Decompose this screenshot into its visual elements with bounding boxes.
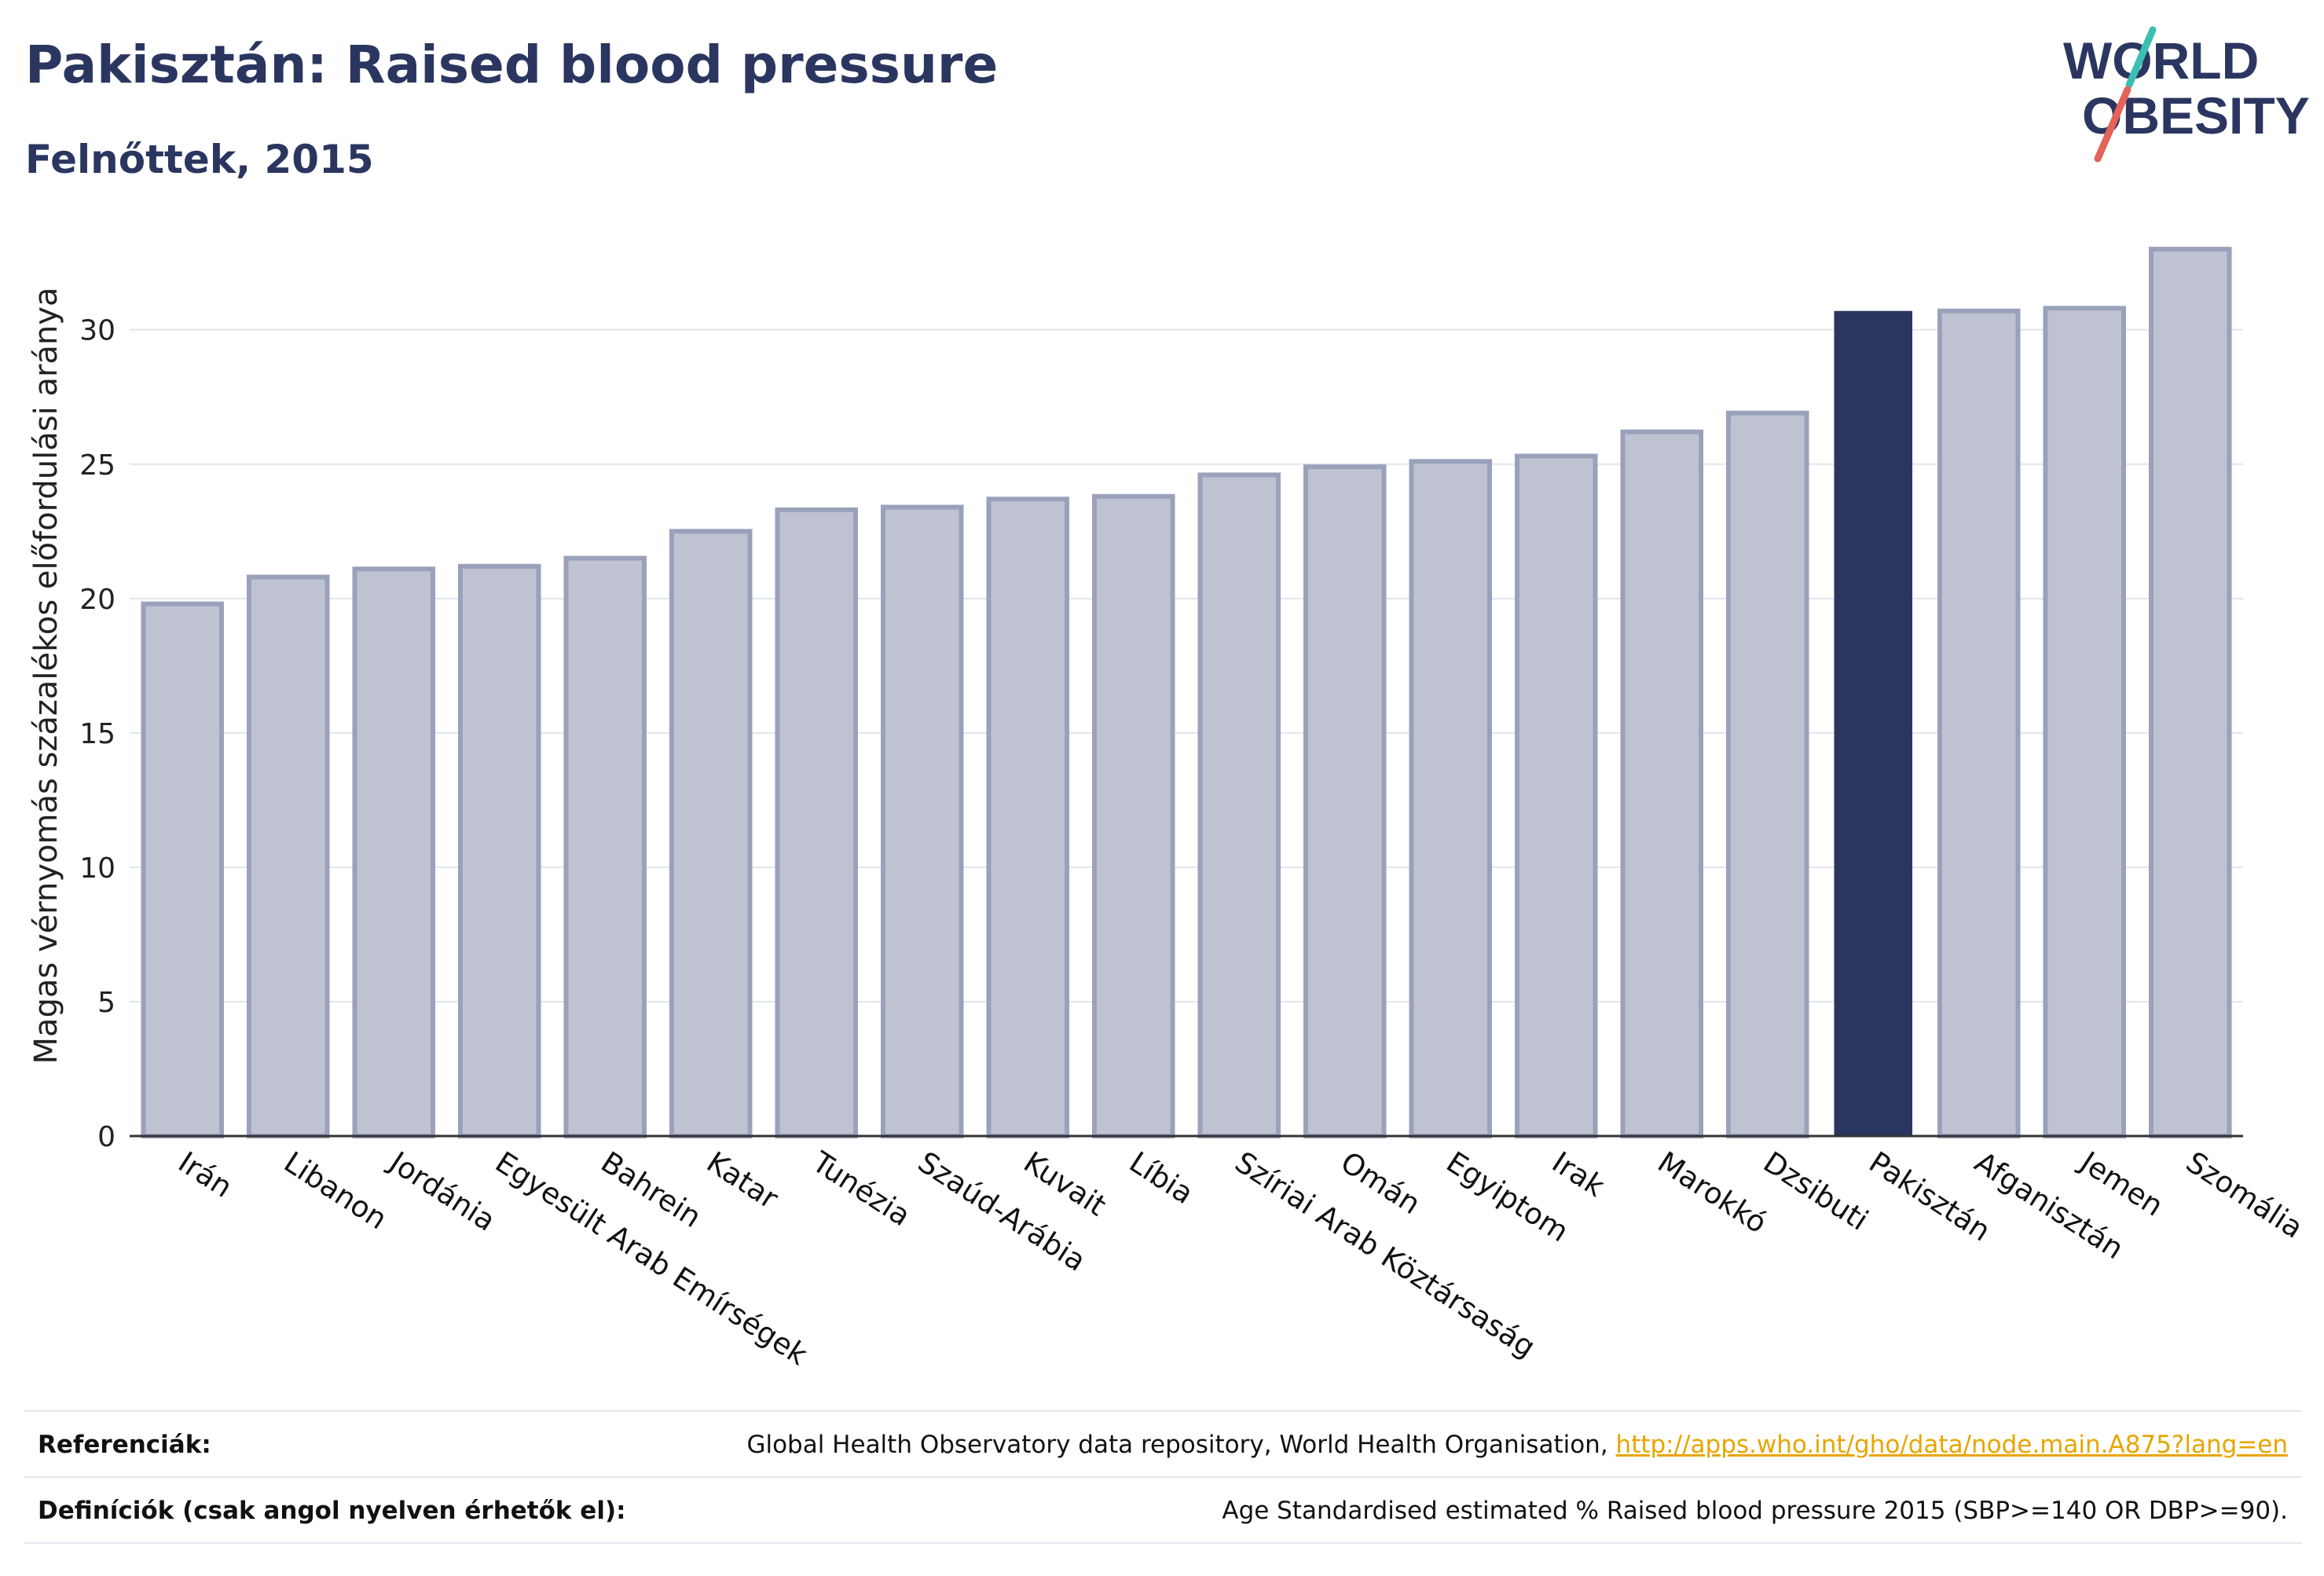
bar [563, 555, 647, 1138]
bar [1091, 493, 1175, 1138]
x-tick-label: Szomália [2180, 1145, 2309, 1244]
x-tick-label: Omán [1335, 1145, 1427, 1221]
y-axis-label: Magas vérnyomás százalékos előfordulási … [28, 288, 64, 1065]
y-tick-labels: 0 5 10 15 20 25 30 [79, 315, 115, 1153]
y-tick-label: 0 [97, 1121, 115, 1153]
bar [141, 601, 225, 1138]
x-tick-label: Marokkó [1651, 1145, 1772, 1240]
references-row: Referenciák: Global Health Observatory d… [24, 1410, 2302, 1476]
x-tick-label: Irán [172, 1145, 238, 1204]
bar [880, 504, 964, 1138]
page-title: Pakisztán: Raised blood pressure [25, 35, 999, 95]
bar [352, 566, 436, 1138]
bars [141, 247, 2232, 1139]
y-tick-label: 30 [79, 315, 115, 347]
references-label: Referenciák: [38, 1431, 211, 1459]
x-tick-label: Katar [701, 1145, 785, 1215]
x-tick-label: Libanon [278, 1145, 393, 1236]
x-tick-label: Tunézia [806, 1145, 917, 1233]
definitions-row: Definíciók (csak angol nyelven érhetők e… [24, 1476, 2302, 1544]
references-link[interactable]: http://apps.who.int/gho/data/node.main.A… [1615, 1431, 2288, 1459]
bar [775, 507, 859, 1138]
bar [1937, 308, 2021, 1139]
bar [986, 497, 1070, 1138]
references-value: Global Health Observatory data repositor… [746, 1431, 2288, 1459]
bar [1409, 459, 1493, 1138]
y-tick-label: 5 [97, 987, 115, 1019]
y-tick-label: 20 [79, 584, 115, 616]
bar-highlight [1834, 310, 1913, 1137]
bar [457, 563, 541, 1138]
world-obesity-logo: WORLD OBESITY [2063, 26, 2310, 163]
bar [2043, 306, 2127, 1139]
logo-slash-bottom [2094, 86, 2132, 163]
x-tick-label: Jordánia [383, 1144, 501, 1237]
references-text: Global Health Observatory data repositor… [746, 1431, 1616, 1459]
bar [1514, 453, 1598, 1138]
bar [246, 574, 330, 1138]
x-tick-label: Dzsibuti [1758, 1145, 1875, 1237]
logo-text-world: WORLD [2063, 31, 2259, 90]
definitions-label: Definíciók (csak angol nyelven érhetők e… [38, 1497, 626, 1525]
logo-slash-top [2125, 26, 2157, 89]
bar [2148, 247, 2232, 1138]
bar [1725, 410, 1809, 1138]
bar [669, 529, 753, 1138]
y-tick-label: 15 [79, 718, 115, 750]
y-tick-label: 25 [79, 449, 115, 482]
x-tick-label: Irak [1546, 1145, 1611, 1204]
bar [1303, 464, 1387, 1138]
bar [1197, 472, 1281, 1138]
grid-lines [130, 328, 2243, 1002]
bar [1620, 429, 1704, 1138]
x-tick-label: Líbia [1124, 1145, 1200, 1211]
page-subtitle: Felnőttek, 2015 [25, 137, 374, 182]
definitions-value: Age Standardised estimated % Raised bloo… [1222, 1497, 2288, 1525]
y-tick-label: 10 [79, 852, 115, 885]
